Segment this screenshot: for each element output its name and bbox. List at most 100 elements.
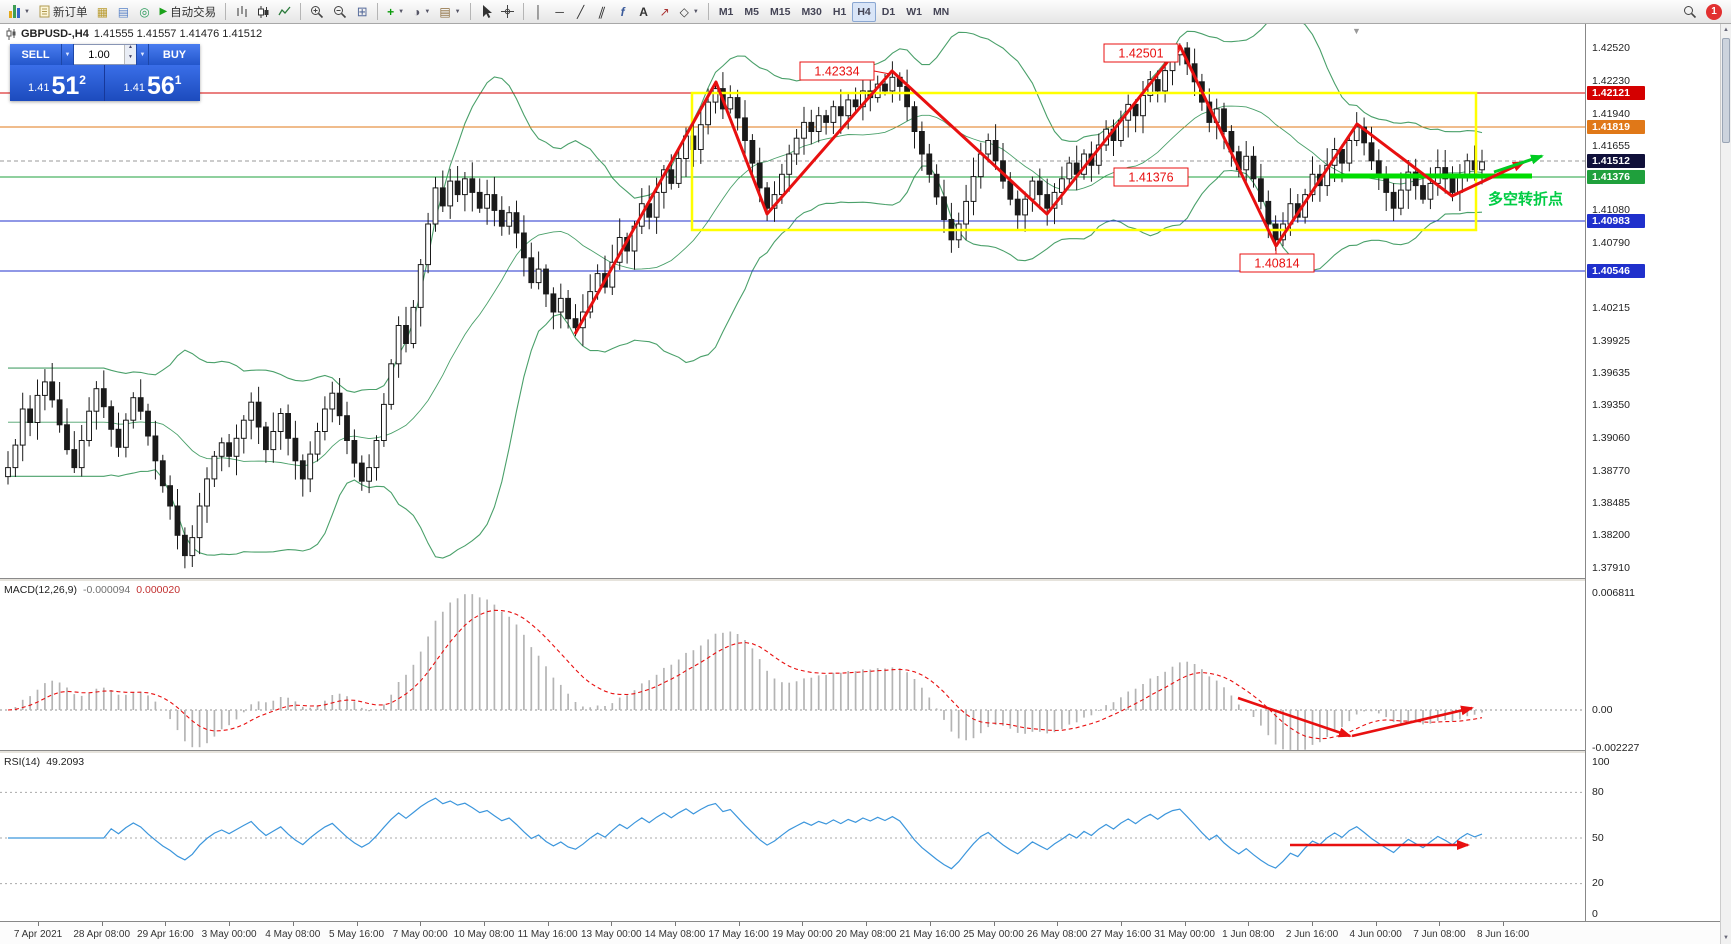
panel-splitter[interactable]: [0, 750, 1720, 754]
template-icon: ▤: [439, 4, 451, 19]
buy-price-display[interactable]: 1.41 56 1: [105, 65, 200, 101]
rsi-axis-label: 20: [1592, 877, 1604, 889]
trendline-tool-button[interactable]: ╱: [571, 2, 591, 22]
zoom-out-button[interactable]: [329, 2, 351, 22]
sell-dropdown[interactable]: ▼: [61, 44, 74, 65]
indicators-button[interactable]: + ▼: [383, 2, 408, 22]
candlestick-mode-button[interactable]: [253, 2, 273, 22]
time-axis-label: 7 Jun 08:00: [1413, 929, 1466, 940]
macd-panel[interactable]: [0, 582, 1585, 750]
profiles-button[interactable]: ▤: [113, 2, 133, 22]
expert-icon: ◎: [139, 4, 150, 19]
vertical-line-tool-button[interactable]: │: [529, 2, 549, 22]
time-axis[interactable]: 7 Apr 2021 28 Apr 08:00 29 Apr 16:00 3 May …: [0, 921, 1720, 944]
fibonacci-tool-button[interactable]: f: [613, 2, 633, 22]
price-tag[interactable]: 1.41376: [1113, 167, 1189, 187]
arrows-tool-button[interactable]: ↗: [655, 2, 675, 22]
time-tick: [1312, 922, 1313, 926]
scroll-up-arrow[interactable]: ▲: [1723, 27, 1729, 33]
zoom-in-icon: [311, 5, 324, 18]
rsi-panel[interactable]: [0, 754, 1585, 921]
timeframe-button-m15[interactable]: M15: [770, 5, 791, 18]
toolbar: ▼ 新订单 ▦ ▤ ◎ ▶ 自动交易 ⊞ + ▼ ◑ ▼: [0, 0, 1731, 24]
green-breakout-arrow[interactable]: [1493, 154, 1544, 174]
timeframe-button-h4[interactable]: H4: [852, 1, 876, 22]
bollinger-upper: [8, 24, 1483, 393]
notifications-badge[interactable]: 1: [1706, 3, 1722, 20]
timeframe-button-h1[interactable]: H1: [832, 5, 847, 18]
horizontal-levels[interactable]: [0, 92, 1585, 272]
price-tag[interactable]: 1.42334: [799, 61, 891, 81]
new-chart-button[interactable]: ▼: [5, 2, 34, 22]
text-tool-button[interactable]: A: [634, 2, 654, 22]
price-axis-label: 1.41940: [1592, 108, 1630, 120]
timeframe-button-mn[interactable]: MN: [932, 5, 950, 18]
tile-windows-button[interactable]: ⊞: [352, 2, 372, 22]
chart-area[interactable]: 1.42334 1.42501 1.41376 1.40814 多空转折点 ▼ GBPU…: [0, 24, 1585, 921]
chart-shift-marker[interactable]: ▼: [1352, 26, 1361, 36]
macd-trend-arrow[interactable]: [1351, 705, 1474, 738]
macd-label: MACD(12,26,9) -0.000094 0.000020: [4, 584, 180, 596]
horizontal-line-tool-button[interactable]: ─: [550, 2, 570, 22]
buy-button[interactable]: BUY: [149, 44, 200, 65]
arrow-icon: ↗: [659, 4, 670, 19]
scrollbar-thumb[interactable]: [1722, 38, 1730, 143]
price-axis-label: 1.39925: [1592, 335, 1630, 347]
new-order-button[interactable]: 新订单: [35, 2, 92, 22]
trend-zigzag[interactable]: [573, 44, 1526, 335]
time-axis-label: 27 May 16:00: [1090, 929, 1152, 940]
turning-point-note[interactable]: 多空转折点: [1488, 190, 1563, 208]
crosshair-button[interactable]: [497, 2, 518, 22]
shapes-icon: ◇: [679, 4, 689, 19]
timeframe-button-m5[interactable]: M5: [744, 5, 759, 18]
channel-tool-button[interactable]: ∥: [592, 2, 612, 22]
time-axis-label: 2 Jun 16:00: [1285, 929, 1339, 940]
vertical-scrollbar[interactable]: ▲ ▼: [1720, 24, 1731, 944]
time-axis-label: 29 Apr 16:00: [137, 929, 194, 940]
yellow-range-box[interactable]: [690, 91, 1478, 232]
profiles-icon: ▤: [117, 4, 130, 19]
search-button[interactable]: [1679, 2, 1701, 22]
step-down-icon[interactable]: ▼: [125, 54, 136, 64]
periods-button[interactable]: ◑ ▼: [409, 2, 434, 22]
price-axis-label: 1.38485: [1592, 497, 1630, 509]
price-axis-label: 1.38200: [1592, 529, 1630, 541]
chart-windows-button[interactable]: ▦: [92, 2, 112, 22]
expert-advisors-button[interactable]: ◎: [134, 2, 154, 22]
price-tag[interactable]: 1.42501: [1103, 43, 1181, 63]
volume-stepper[interactable]: ▲ ▼: [124, 45, 136, 64]
time-tick: [866, 922, 868, 926]
line-chart-mode-button[interactable]: [274, 2, 295, 22]
auto-trading-button[interactable]: ▶ 自动交易: [155, 2, 220, 22]
toolbar-separator: [707, 3, 709, 20]
bar-chart-mode-button[interactable]: [231, 2, 252, 22]
timeframe-button-w1[interactable]: W1: [906, 5, 922, 18]
shapes-button[interactable]: ◇ ▼: [676, 2, 703, 22]
time-axis-label: 28 Apr 08:00: [73, 929, 131, 940]
sell-price-display[interactable]: 1.41 51 2: [10, 65, 105, 101]
tile-windows-icon: ⊞: [356, 3, 368, 19]
macd-axis-label: 0.006811: [1592, 587, 1636, 599]
timeframe-button-d1[interactable]: D1: [881, 5, 896, 18]
timeframe-button-m30[interactable]: M30: [801, 5, 822, 18]
time-axis-label: 7 Apr 2021: [13, 929, 63, 940]
buy-price-pips: 56: [146, 72, 175, 100]
buy-dropdown[interactable]: ▼: [136, 44, 149, 65]
price-tag[interactable]: 1.40814: [1239, 248, 1315, 273]
cursor-button[interactable]: [476, 2, 496, 22]
candles: [5, 42, 1485, 569]
price-axis[interactable]: 1.42520 1.42230 1.42121 1.41940 1.41819 1.416…: [1585, 24, 1720, 921]
timeframe-button-m1[interactable]: M1: [718, 5, 734, 18]
main-price-chart[interactable]: 1.42334 1.42501 1.41376 1.40814 多空转折点: [0, 24, 1585, 578]
step-up-icon[interactable]: ▲: [125, 45, 136, 55]
volume-input[interactable]: [74, 45, 124, 64]
vertical-line-icon: │: [534, 4, 543, 19]
scroll-down-arrow[interactable]: ▼: [1723, 935, 1729, 941]
zoom-in-button[interactable]: [306, 2, 328, 22]
templates-button[interactable]: ▤ ▼: [435, 2, 464, 22]
volume-box: ▲▼: [74, 44, 136, 65]
time-axis-label: 4 Jun 00:00: [1349, 929, 1402, 940]
macd-trend-arrow[interactable]: [1237, 696, 1352, 738]
sell-button[interactable]: SELL: [10, 44, 61, 65]
panel-splitter[interactable]: [0, 578, 1720, 582]
